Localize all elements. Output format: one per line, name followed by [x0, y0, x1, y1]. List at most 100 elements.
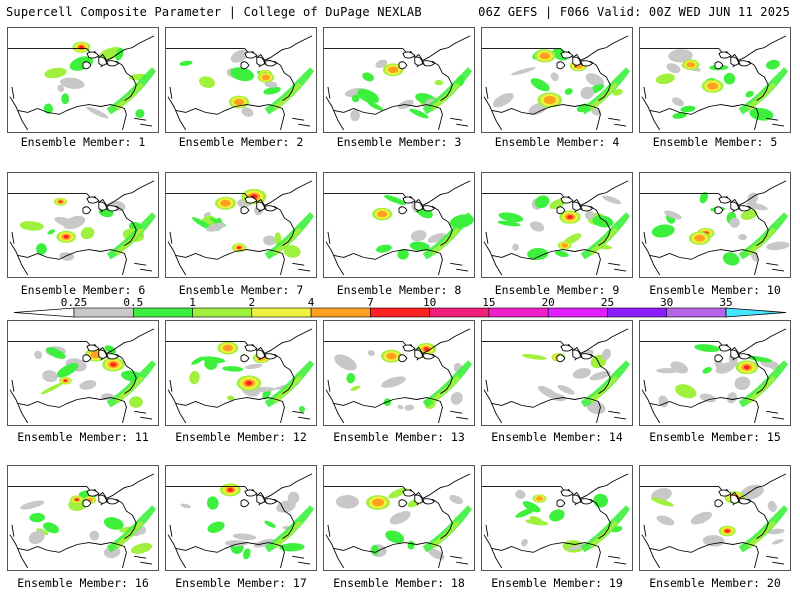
scp-field-patch: [512, 243, 520, 251]
ensemble-member-label: Ensemble Member: 16: [17, 576, 149, 590]
scp-field-band: [746, 375, 777, 404]
scp-core: [543, 95, 556, 105]
great-lake: [714, 206, 724, 215]
scp-field-patch: [129, 396, 143, 408]
coastline: [134, 262, 153, 272]
great-lake: [82, 206, 92, 215]
scp-field-band: [422, 505, 473, 553]
scp-field-patch: [586, 401, 606, 415]
scp-field-patch: [222, 366, 244, 372]
map-background: [324, 173, 474, 277]
ensemble-member-label: Ensemble Member: 11: [17, 430, 149, 444]
scp-field-patch: [670, 361, 689, 374]
scp-field-patch: [42, 370, 58, 383]
scp-field-band: [746, 82, 777, 111]
scp-field-patch: [385, 530, 405, 544]
scp-field-patch: [740, 484, 764, 500]
ensemble-member-label: Ensemble Member: 20: [649, 576, 781, 590]
great-lake: [718, 196, 732, 204]
scp-field-patch: [381, 376, 406, 388]
scp-field-patch: [86, 106, 109, 119]
coastline: [9, 86, 29, 131]
great-lake: [580, 353, 594, 360]
ensemble-member-map: [639, 172, 791, 278]
scp-field-patch: [29, 512, 46, 523]
scp-field-band: [588, 82, 619, 111]
ensemble-member-label: Ensemble Member: 6: [20, 283, 146, 297]
coastline: [483, 379, 503, 424]
great-lake: [256, 56, 266, 66]
great-lake: [738, 60, 752, 67]
coastline: [718, 473, 787, 499]
scp-field-patch: [104, 345, 117, 354]
coastline: [17, 397, 127, 424]
ensemble-member-label: Ensemble Member: 19: [491, 576, 623, 590]
great-lake: [398, 61, 408, 70]
great-lake: [244, 344, 258, 352]
great-lake: [572, 201, 582, 211]
scp-core: [233, 98, 245, 106]
scp-core: [567, 215, 573, 220]
scp-field-patch: [515, 506, 537, 518]
scp-field-patch: [749, 107, 774, 121]
scp-field-patch: [656, 515, 675, 526]
coastline: [450, 262, 469, 272]
scp-field-patch: [492, 92, 514, 108]
scp-field-patch: [388, 487, 408, 499]
scp-field-band: [272, 375, 303, 404]
ensemble-member-label: Ensemble Member: 4: [494, 135, 620, 149]
scp-field-patch: [745, 202, 768, 211]
coastline: [450, 555, 469, 565]
map-svg: [166, 321, 316, 425]
scp-field-band: [272, 520, 303, 549]
coastline: [86, 180, 155, 206]
great-lake: [264, 498, 278, 505]
scp-field-patch: [694, 344, 720, 353]
scp-field-patch: [46, 347, 66, 359]
scp-field-patch: [350, 109, 360, 122]
ensemble-member-map: [7, 172, 159, 278]
scp-field-patch: [672, 112, 688, 119]
ensemble-member-map: [165, 27, 317, 133]
scp-field-patch: [702, 535, 725, 547]
great-lake: [240, 206, 250, 215]
coastline: [641, 86, 661, 131]
scp-field-patch: [766, 241, 790, 251]
scp-field-patch: [60, 77, 85, 90]
colorbar-tick-label: 10: [423, 296, 436, 309]
great-lake: [86, 196, 100, 204]
scp-field-patch: [557, 384, 575, 395]
scp-field-patch: [135, 109, 145, 118]
scp-field-patch: [767, 528, 785, 535]
coastline: [86, 473, 155, 499]
scp-field-patch: [283, 245, 301, 258]
ensemble-member-map: [7, 465, 159, 571]
scp-field-patch: [346, 372, 356, 384]
scp-field-patch: [404, 404, 415, 411]
coastline: [718, 35, 787, 61]
scp-field-patch: [515, 490, 526, 499]
ensemble-member-label: Ensemble Member: 5: [652, 135, 778, 149]
colorbar-tick-label: 15: [482, 296, 495, 309]
scp-field-patch: [80, 227, 95, 240]
map-background: [324, 28, 474, 132]
scp-field-patch: [103, 546, 121, 559]
great-lake: [580, 205, 594, 212]
map-svg: [324, 321, 474, 425]
scp-core: [386, 352, 397, 360]
ensemble-member-map: [165, 172, 317, 278]
ensemble-member-map: [481, 465, 633, 571]
colorbar-segment: [429, 307, 490, 318]
scp-field-patch: [602, 195, 622, 205]
coastline: [292, 117, 311, 127]
coastline: [608, 262, 627, 272]
scp-field-patch: [585, 73, 604, 87]
scp-field-patch: [40, 382, 64, 395]
scp-field-patch: [765, 59, 780, 70]
valid-time-label: 06Z GEFS | F066 Valid: 00Z WED JUN 11 20…: [478, 5, 790, 19]
scp-field-band: [746, 227, 777, 256]
scp-field-patch: [207, 521, 225, 533]
scp-field-patch: [554, 250, 569, 258]
scp-field-patch: [534, 195, 550, 209]
coastline: [9, 524, 29, 569]
